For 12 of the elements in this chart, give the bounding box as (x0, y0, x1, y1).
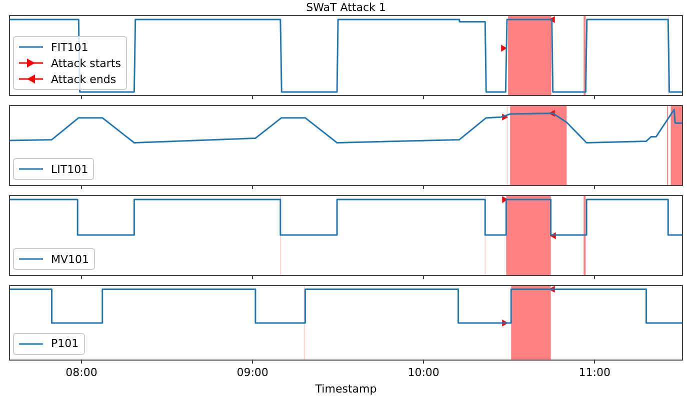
legend-label: FIT101 (51, 40, 88, 54)
x-tick-label: 09:00 (236, 366, 268, 380)
x-tick-label: 11:00 (578, 366, 610, 380)
legend-label: Attack ends (51, 72, 116, 86)
chart-title: SWaT Attack 1 (306, 0, 386, 14)
x-tick-label: 08:00 (66, 366, 98, 380)
legend-label: MV101 (51, 252, 90, 266)
x-tick-label: 10:00 (408, 366, 440, 380)
legend-label: Attack starts (51, 56, 121, 70)
legend-label: P101 (51, 337, 79, 350)
x-axis-title: Timestamp (314, 382, 377, 396)
legend-label: LIT101 (51, 162, 88, 176)
